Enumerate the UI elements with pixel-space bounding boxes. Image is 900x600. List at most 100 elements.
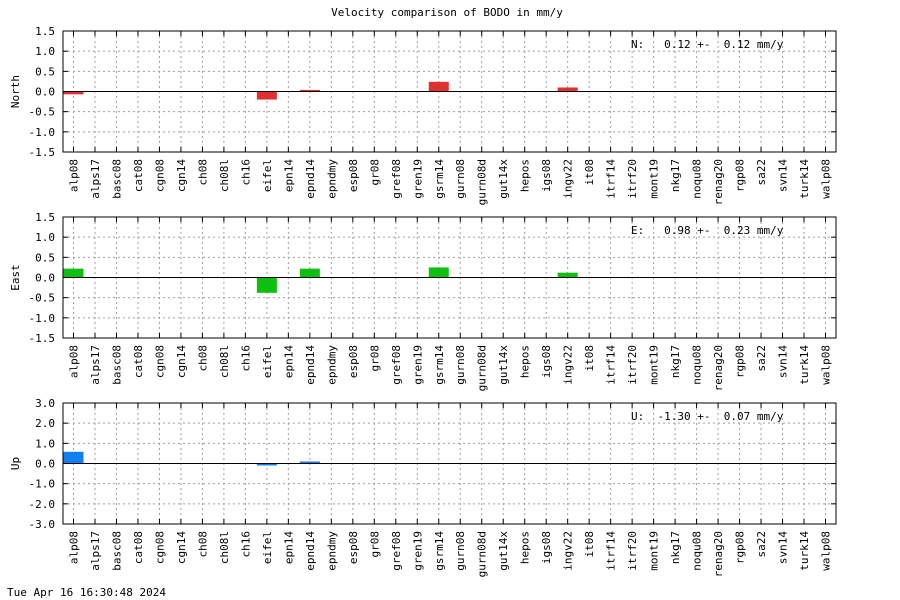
panel-up: 3.0 2.0 1.0 0.0 -1.0 -2.0 -3.0 U: -1.30 +- 0.07… — [9, 397, 837, 577]
x-tick-label: igs08 — [540, 531, 553, 564]
x-tick-label: epn14 — [282, 345, 295, 378]
x-tick-label: eifel — [261, 531, 274, 564]
x-tick-label: ch16 — [239, 345, 252, 372]
x-tick-label: walp08 — [820, 159, 833, 199]
x-tick-label: noqu08 — [691, 159, 704, 199]
y-tick-label: 1.5 — [35, 25, 55, 38]
x-tick-label: itrf14 — [605, 531, 618, 571]
x-tick-label: alp08 — [68, 159, 81, 192]
x-tick-label: ch16 — [239, 531, 252, 558]
y-tick-label: 1.0 — [35, 437, 55, 450]
bar-alp08 — [63, 91, 84, 95]
x-tick-label: cgn08 — [153, 531, 166, 564]
x-tick-label: rgp08 — [734, 531, 747, 564]
bar-gsrm14 — [428, 267, 449, 278]
x-tick-label: noqu08 — [691, 531, 704, 571]
x-tick-label: gr08 — [368, 159, 381, 186]
x-tick-label: itrf20 — [626, 531, 639, 571]
x-tick-label: epn14 — [282, 531, 295, 564]
panel-east: 1.5 1.0 0.5 0.0 -0.5 -1.0 -1.5 E: 0.98 +- 0.23 … — [9, 211, 837, 391]
velocity-annotation: U: -1.30 +- 0.07 mm/y — [631, 410, 784, 423]
x-tick-label: igs08 — [540, 159, 553, 192]
x-tick-label: renag20 — [712, 531, 725, 577]
x-tick-label: cat08 — [132, 159, 145, 192]
bar-eifel — [256, 277, 277, 293]
velocity-annotation: E: 0.98 +- 0.23 mm/y — [631, 224, 784, 237]
y-tick-label: -1.0 — [29, 478, 56, 491]
x-tick-label: turk14 — [798, 531, 811, 571]
x-tick-label: gut14x — [497, 345, 510, 385]
bar-gsrm14 — [428, 81, 449, 92]
y-tick-label: -3.0 — [29, 518, 56, 531]
bar-epnd14 — [299, 89, 320, 92]
y-tick-label: 0.0 — [35, 86, 55, 99]
x-tick-label: ch16 — [239, 159, 252, 186]
y-tick-label: -0.5 — [29, 106, 56, 119]
x-tick-label: nkg17 — [669, 345, 682, 378]
chart-title: Velocity comparison of BODO in mm/y — [331, 6, 563, 19]
x-tick-label: mont19 — [648, 531, 661, 571]
x-tick-label: svn14 — [777, 531, 790, 564]
x-tick-label: ch08l — [218, 345, 231, 378]
x-tick-label: itrf14 — [605, 159, 618, 199]
x-tick-label: esp08 — [347, 345, 360, 378]
bar-ingv22 — [557, 87, 578, 92]
x-tick-label: epndmy — [325, 345, 338, 385]
y-tick-label: -1.5 — [29, 146, 56, 159]
x-tick-label: basc08 — [110, 531, 123, 571]
x-tick-label: nkg17 — [669, 531, 682, 564]
x-tick-label: hepos — [519, 345, 532, 378]
x-tick-label: sa22 — [755, 531, 768, 558]
y-axis-label: North — [9, 75, 22, 108]
x-tick-label: gurn08d — [476, 345, 489, 391]
y-tick-label: -2.0 — [29, 498, 56, 511]
x-tick-label: ingv22 — [562, 159, 575, 199]
x-tick-label: it08 — [583, 345, 596, 372]
bar-eifel — [256, 463, 277, 466]
x-tick-label: esp08 — [347, 531, 360, 564]
x-tick-label: gurn08d — [476, 159, 489, 205]
x-tick-label: cgn14 — [175, 531, 188, 564]
x-tick-label: alps17 — [89, 531, 102, 571]
x-tick-label: epn14 — [282, 159, 295, 192]
x-tick-label: igs08 — [540, 345, 553, 378]
y-tick-label: -1.0 — [29, 126, 56, 139]
x-tick-label: ch08 — [196, 159, 209, 186]
x-tick-label: esp08 — [347, 159, 360, 192]
bar-ingv22 — [557, 272, 578, 278]
x-tick-label: epndmy — [325, 159, 338, 199]
x-tick-label: it08 — [583, 159, 596, 186]
x-tick-label: renag20 — [712, 345, 725, 391]
panel-north: 1.5 1.0 0.5 0.0 -0.5 -1.0 -1.5 N: 0.12 +- 0.12 … — [9, 25, 837, 205]
x-tick-label: svn14 — [777, 159, 790, 192]
y-tick-label: 1.0 — [35, 231, 55, 244]
y-tick-label: 0.0 — [35, 458, 55, 471]
x-tick-label: cat08 — [132, 345, 145, 378]
x-tick-label: epndmy — [325, 531, 338, 571]
x-tick-label: ch08 — [196, 531, 209, 558]
x-tick-label: turk14 — [798, 345, 811, 385]
bar-alp08 — [63, 268, 84, 278]
y-tick-label: 0.5 — [35, 65, 55, 78]
x-tick-label: alps17 — [89, 345, 102, 385]
x-tick-label: gurn08 — [454, 159, 467, 199]
y-tick-label: 0.0 — [35, 272, 55, 285]
x-tick-label: gren19 — [411, 531, 424, 571]
y-tick-label: -0.5 — [29, 292, 56, 305]
x-tick-label: renag20 — [712, 159, 725, 205]
chart-panels: 1.5 1.0 0.5 0.0 -0.5 -1.0 -1.5 N: 0.12 +- 0.12 … — [9, 25, 837, 577]
x-tick-label: gr08 — [368, 531, 381, 558]
bar-eifel — [256, 91, 277, 100]
x-tick-label: walp08 — [820, 531, 833, 571]
x-tick-label: gut14x — [497, 159, 510, 199]
x-tick-label: cgn14 — [175, 345, 188, 378]
x-tick-label: gurn08 — [454, 531, 467, 571]
bar-epnd14 — [299, 268, 320, 278]
x-tick-label: epnd14 — [304, 159, 317, 199]
y-axis-label: East — [9, 264, 22, 291]
x-tick-label: mont19 — [648, 345, 661, 385]
y-tick-label: -1.0 — [29, 312, 56, 325]
y-tick-label: -1.5 — [29, 332, 56, 345]
x-tick-label: cgn08 — [153, 345, 166, 378]
y-tick-label: 3.0 — [35, 397, 55, 410]
